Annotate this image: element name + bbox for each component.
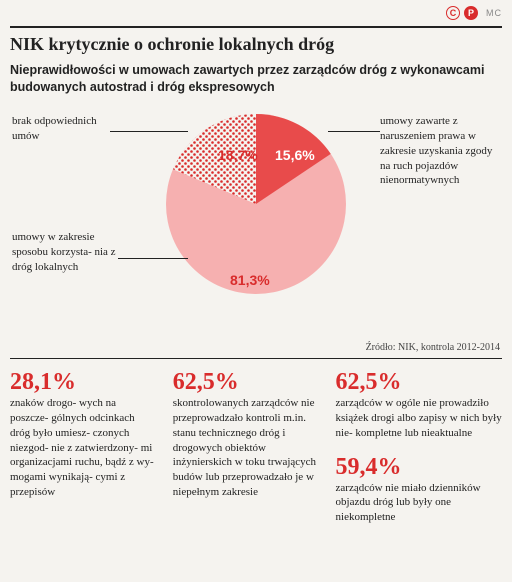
pie-slice-label: 18,7% — [218, 147, 258, 163]
stat-value: 62,5% — [336, 370, 502, 394]
pie-annotation: brak odpowiednich umów — [12, 114, 112, 144]
pie-annotation: umowy w zakresie sposobu korzysta- nia z… — [12, 230, 132, 275]
stat-block: 62,5% zarządców w ogóle nie prowadziło k… — [336, 370, 502, 441]
pie-slice-label: 15,6% — [275, 147, 315, 163]
stat-value: 62,5% — [173, 370, 318, 394]
stat-col-1: 28,1% znaków drogo- wych na poszcze- gól… — [10, 370, 155, 539]
leader-line — [328, 131, 380, 132]
stat-desc: znaków drogo- wych na poszcze- gólnych o… — [10, 396, 155, 500]
article-title: NIK krytycznie o ochronie lokalnych dróg — [10, 34, 502, 55]
source-tag: MC — [486, 8, 502, 18]
stat-block: 28,1% znaków drogo- wych na poszcze- gól… — [10, 370, 155, 500]
leader-line — [118, 258, 188, 259]
stat-block: 59,4% zarządców nie miało dzienników obj… — [336, 455, 502, 526]
top-rule — [10, 26, 502, 28]
stat-value: 28,1% — [10, 370, 155, 394]
stat-desc: zarządców nie miało dzienników objazdu d… — [336, 481, 502, 526]
pie-annotation: umowy zawarte z naruszeniem prawa w zakr… — [380, 114, 502, 188]
copyright-badges: C P MC — [446, 6, 502, 20]
stat-block: 62,5% skontrolowanych zarządców nie prze… — [173, 370, 318, 500]
pie-slice-label: 81,3% — [230, 272, 270, 288]
article-subtitle: Nieprawidłowości w umowach zawartych prz… — [10, 62, 502, 96]
stat-desc: skontrolowanych zarządców nie przeprowad… — [173, 396, 318, 500]
leader-line — [110, 131, 188, 132]
copyright-c-icon: C — [446, 6, 460, 20]
stats-row: 28,1% znaków drogo- wych na poszcze- gól… — [10, 370, 502, 539]
mid-rule — [10, 358, 502, 359]
stat-col-3: 62,5% zarządców w ogóle nie prowadziło k… — [336, 370, 502, 539]
stat-desc: zarządców w ogóle nie prowadziło książek… — [336, 396, 502, 441]
pie-svg — [166, 114, 346, 294]
copyright-p-icon: P — [464, 6, 478, 20]
stat-col-2: 62,5% skontrolowanych zarządców nie prze… — [173, 370, 318, 539]
chart-source: Źródło: NIK, kontrola 2012-2014 — [366, 342, 500, 353]
stat-value: 59,4% — [336, 455, 502, 479]
